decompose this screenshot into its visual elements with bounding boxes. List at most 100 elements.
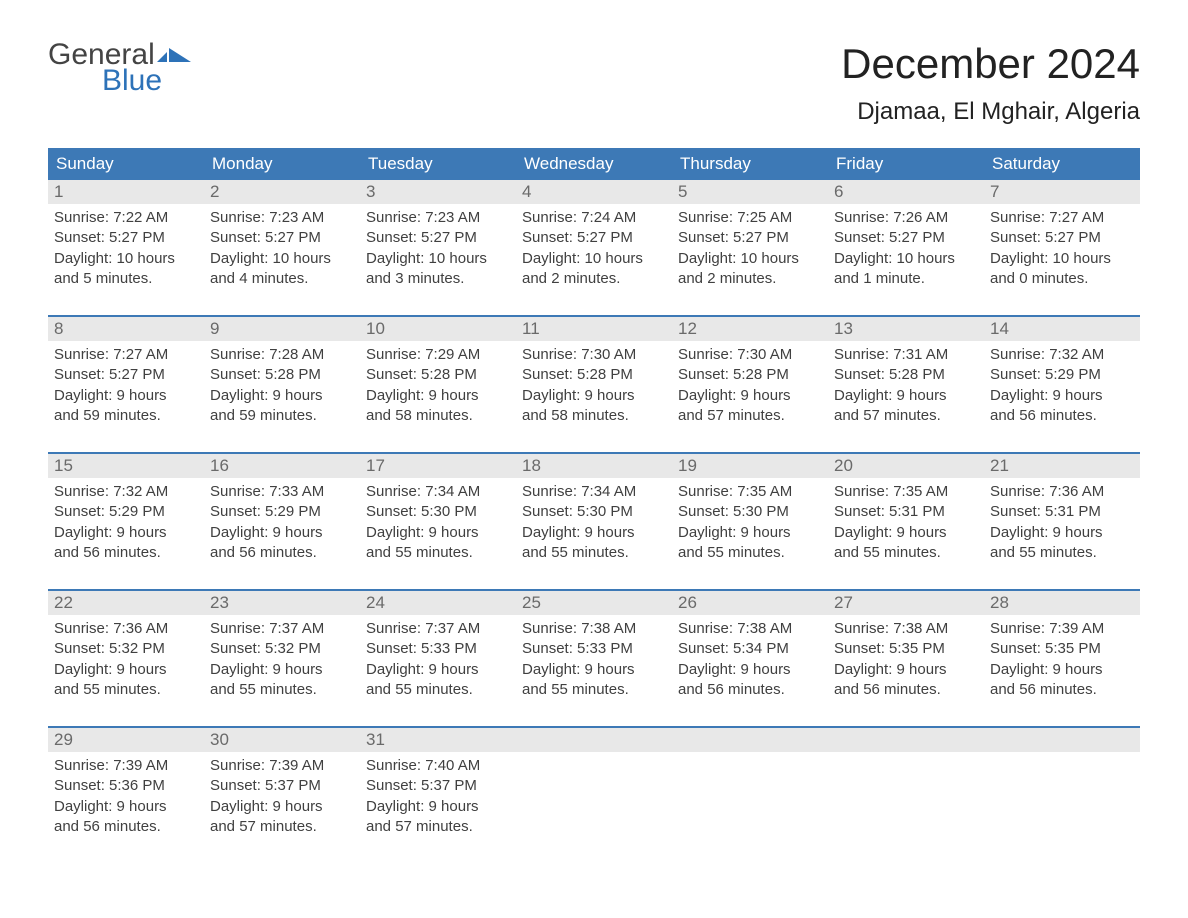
- sunrise-text: Sunrise: 7:23 AM: [366, 208, 510, 228]
- day-cell: [672, 752, 828, 841]
- sunrise-text: Sunrise: 7:31 AM: [834, 345, 978, 365]
- sunrise-text: Sunrise: 7:24 AM: [522, 208, 666, 228]
- day-number-row: 293031: [48, 728, 1140, 752]
- day-number: [516, 728, 672, 752]
- daylight-text-1: Daylight: 10 hours: [678, 249, 822, 269]
- daylight-text-1: Daylight: 9 hours: [522, 523, 666, 543]
- daylight-text-1: Daylight: 10 hours: [834, 249, 978, 269]
- title-block: December 2024 Djamaa, El Mghair, Algeria: [841, 40, 1140, 140]
- sunrise-text: Sunrise: 7:25 AM: [678, 208, 822, 228]
- day-cell: Sunrise: 7:35 AMSunset: 5:30 PMDaylight:…: [672, 478, 828, 567]
- calendar: Sunday Monday Tuesday Wednesday Thursday…: [48, 148, 1140, 841]
- sunrise-text: Sunrise: 7:34 AM: [522, 482, 666, 502]
- daylight-text-2: and 56 minutes.: [210, 543, 354, 563]
- daylight-text-2: and 57 minutes.: [210, 817, 354, 837]
- day-number: 27: [828, 591, 984, 615]
- sunrise-text: Sunrise: 7:27 AM: [54, 345, 198, 365]
- day-number: 28: [984, 591, 1140, 615]
- sunset-text: Sunset: 5:27 PM: [54, 228, 198, 248]
- day-number-row: 1234567: [48, 180, 1140, 204]
- sunrise-text: Sunrise: 7:36 AM: [990, 482, 1134, 502]
- sunrise-text: Sunrise: 7:32 AM: [990, 345, 1134, 365]
- day-cell: Sunrise: 7:27 AMSunset: 5:27 PMDaylight:…: [48, 341, 204, 430]
- day-cell: Sunrise: 7:29 AMSunset: 5:28 PMDaylight:…: [360, 341, 516, 430]
- day-cell: Sunrise: 7:23 AMSunset: 5:27 PMDaylight:…: [360, 204, 516, 293]
- sunset-text: Sunset: 5:28 PM: [678, 365, 822, 385]
- day-cell: Sunrise: 7:39 AMSunset: 5:35 PMDaylight:…: [984, 615, 1140, 704]
- logo-blue-text: Blue: [102, 66, 193, 96]
- daylight-text-2: and 55 minutes.: [522, 543, 666, 563]
- sunset-text: Sunset: 5:33 PM: [522, 639, 666, 659]
- sunrise-text: Sunrise: 7:28 AM: [210, 345, 354, 365]
- day-number: 9: [204, 317, 360, 341]
- daylight-text-1: Daylight: 9 hours: [210, 386, 354, 406]
- daylight-text-1: Daylight: 9 hours: [210, 523, 354, 543]
- day-number: 2: [204, 180, 360, 204]
- day-cell: Sunrise: 7:32 AMSunset: 5:29 PMDaylight:…: [984, 341, 1140, 430]
- daylight-text-2: and 55 minutes.: [522, 680, 666, 700]
- sunset-text: Sunset: 5:31 PM: [834, 502, 978, 522]
- sunset-text: Sunset: 5:35 PM: [834, 639, 978, 659]
- daylight-text-1: Daylight: 9 hours: [522, 386, 666, 406]
- daylight-text-2: and 56 minutes.: [990, 680, 1134, 700]
- daylight-text-1: Daylight: 9 hours: [366, 523, 510, 543]
- day-cell: Sunrise: 7:34 AMSunset: 5:30 PMDaylight:…: [516, 478, 672, 567]
- daylight-text-2: and 55 minutes.: [210, 680, 354, 700]
- sunrise-text: Sunrise: 7:38 AM: [834, 619, 978, 639]
- daylight-text-1: Daylight: 9 hours: [678, 523, 822, 543]
- daylight-text-1: Daylight: 9 hours: [990, 660, 1134, 680]
- week-block: 22232425262728 Sunrise: 7:36 AM Sunset: 5:…: [48, 589, 1140, 704]
- sunrise-text: Sunrise: 7:33 AM: [210, 482, 354, 502]
- day-number: 26: [672, 591, 828, 615]
- day-header-sunday: Sunday: [48, 148, 204, 180]
- daylight-text-2: and 59 minutes.: [54, 406, 198, 426]
- daylight-text-2: and 56 minutes.: [990, 406, 1134, 426]
- sunset-text: Sunset: 5:27 PM: [990, 228, 1134, 248]
- daylight-text-1: Daylight: 9 hours: [54, 660, 198, 680]
- day-number-row: 22232425262728: [48, 591, 1140, 615]
- sunset-text: Sunset: 5:37 PM: [210, 776, 354, 796]
- day-number: 7: [984, 180, 1140, 204]
- day-content-row: Sunrise: 7:32 AMSunset: 5:29 PMDaylight:…: [48, 478, 1140, 567]
- sunset-text: Sunset: 5:30 PM: [366, 502, 510, 522]
- day-cell: Sunrise: 7:34 AMSunset: 5:30 PMDaylight:…: [360, 478, 516, 567]
- day-cell: Sunrise: 7:27 AMSunset: 5:27 PMDaylight:…: [984, 204, 1140, 293]
- sunset-text: Sunset: 5:27 PM: [210, 228, 354, 248]
- day-number: 25: [516, 591, 672, 615]
- day-header-monday: Monday: [204, 148, 360, 180]
- daylight-text-2: and 55 minutes.: [834, 543, 978, 563]
- daylight-text-2: and 56 minutes.: [54, 543, 198, 563]
- sunrise-text: Sunrise: 7:36 AM: [54, 619, 198, 639]
- week-block: 1234567Sunrise: 7:22 AMSunset: 5:27 PMDa…: [48, 180, 1140, 293]
- day-number: 15: [48, 454, 204, 478]
- sunset-text: Sunset: 5:37 PM: [366, 776, 510, 796]
- sunset-text: Sunset: 5:27 PM: [366, 228, 510, 248]
- daylight-text-1: Daylight: 10 hours: [990, 249, 1134, 269]
- day-number-row: 891011121314: [48, 317, 1140, 341]
- day-header-tuesday: Tuesday: [360, 148, 516, 180]
- day-cell: [516, 752, 672, 841]
- day-number: 24: [360, 591, 516, 615]
- day-number: [828, 728, 984, 752]
- day-number: 6: [828, 180, 984, 204]
- sunset-text: Sunset: 5:36 PM: [54, 776, 198, 796]
- daylight-text-1: Daylight: 9 hours: [210, 660, 354, 680]
- sunrise-text: Sunrise: 7:23 AM: [210, 208, 354, 228]
- day-cell: Sunrise: 7:23 AMSunset: 5:27 PMDaylight:…: [204, 204, 360, 293]
- day-cell: Sunrise: 7:38 AMSunset: 5:34 PMDaylight:…: [672, 615, 828, 704]
- day-number: 29: [48, 728, 204, 752]
- sunrise-text: Sunrise: 7:34 AM: [366, 482, 510, 502]
- sunrise-text: Sunrise: 7:29 AM: [366, 345, 510, 365]
- day-number: 30: [204, 728, 360, 752]
- daylight-text-1: Daylight: 9 hours: [366, 797, 510, 817]
- daylight-text-1: Daylight: 9 hours: [54, 386, 198, 406]
- sunset-text: Sunset: 5:28 PM: [366, 365, 510, 385]
- day-number: 22: [48, 591, 204, 615]
- day-number: 3: [360, 180, 516, 204]
- month-title: December 2024: [841, 40, 1140, 88]
- sunset-text: Sunset: 5:34 PM: [678, 639, 822, 659]
- day-number: [672, 728, 828, 752]
- day-cell: Sunrise: 7:39 AMSunset: 5:37 PMDaylight:…: [204, 752, 360, 841]
- day-header-wednesday: Wednesday: [516, 148, 672, 180]
- week-block: 891011121314Sunrise: 7:27 AMSunset: 5:27…: [48, 315, 1140, 430]
